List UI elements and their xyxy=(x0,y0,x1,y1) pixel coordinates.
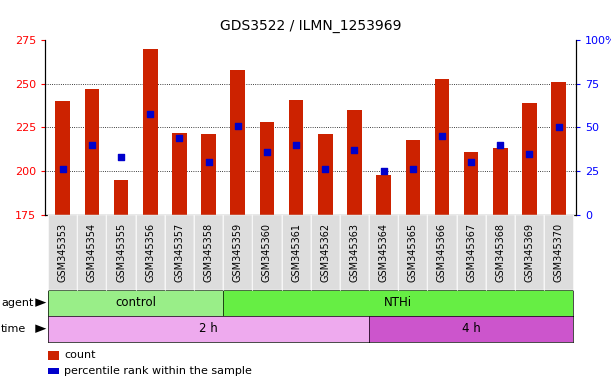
Text: agent: agent xyxy=(1,298,34,308)
Point xyxy=(58,166,68,172)
Text: GSM345361: GSM345361 xyxy=(291,223,301,281)
Text: 4 h: 4 h xyxy=(462,322,480,335)
Bar xyxy=(84,89,99,215)
Text: GSM345370: GSM345370 xyxy=(554,223,564,281)
Point xyxy=(466,159,476,166)
Bar xyxy=(464,152,478,215)
Bar xyxy=(114,180,128,215)
Point xyxy=(408,166,418,172)
Bar xyxy=(289,99,304,215)
Bar xyxy=(318,134,332,215)
Point xyxy=(87,142,97,148)
Text: GSM345363: GSM345363 xyxy=(349,223,359,281)
Text: GSM345362: GSM345362 xyxy=(320,223,331,281)
Point xyxy=(554,124,563,131)
Point xyxy=(437,133,447,139)
Point xyxy=(262,149,272,155)
Text: GDS3522 / ILMN_1253969: GDS3522 / ILMN_1253969 xyxy=(220,19,401,33)
Text: GSM345357: GSM345357 xyxy=(174,222,185,282)
Point xyxy=(145,111,155,117)
Text: GSM345358: GSM345358 xyxy=(203,223,214,281)
Text: GSM345353: GSM345353 xyxy=(57,223,68,281)
Bar xyxy=(143,49,158,215)
Point xyxy=(379,168,389,174)
Text: GSM345354: GSM345354 xyxy=(87,223,97,281)
Text: control: control xyxy=(115,296,156,309)
Text: NTHi: NTHi xyxy=(384,296,412,309)
Text: percentile rank within the sample: percentile rank within the sample xyxy=(64,366,252,376)
Point xyxy=(233,122,243,129)
Text: GSM345366: GSM345366 xyxy=(437,223,447,281)
Bar xyxy=(551,82,566,215)
Point xyxy=(175,135,185,141)
Bar xyxy=(376,175,391,215)
Bar xyxy=(260,122,274,215)
Text: GSM345355: GSM345355 xyxy=(116,222,126,282)
Text: GSM345368: GSM345368 xyxy=(496,223,505,281)
Text: GSM345360: GSM345360 xyxy=(262,223,272,281)
Point xyxy=(291,142,301,148)
Bar xyxy=(230,70,245,215)
Point xyxy=(496,142,505,148)
Point xyxy=(116,154,126,160)
Bar xyxy=(347,110,362,215)
Bar xyxy=(56,101,70,215)
Point xyxy=(525,151,535,157)
Point xyxy=(203,159,213,166)
Point xyxy=(349,147,359,153)
Text: GSM345359: GSM345359 xyxy=(233,223,243,281)
Text: count: count xyxy=(64,350,96,360)
Text: time: time xyxy=(1,324,26,334)
Text: GSM345365: GSM345365 xyxy=(408,223,418,281)
Text: GSM345364: GSM345364 xyxy=(379,223,389,281)
Bar xyxy=(201,134,216,215)
Text: 2 h: 2 h xyxy=(199,322,218,335)
Point xyxy=(320,166,330,172)
Bar xyxy=(522,103,537,215)
Bar xyxy=(406,140,420,215)
Bar xyxy=(172,133,187,215)
Bar xyxy=(434,79,449,215)
Text: GSM345356: GSM345356 xyxy=(145,223,155,281)
Text: GSM345369: GSM345369 xyxy=(524,223,535,281)
Bar xyxy=(493,148,508,215)
Text: GSM345367: GSM345367 xyxy=(466,223,476,281)
